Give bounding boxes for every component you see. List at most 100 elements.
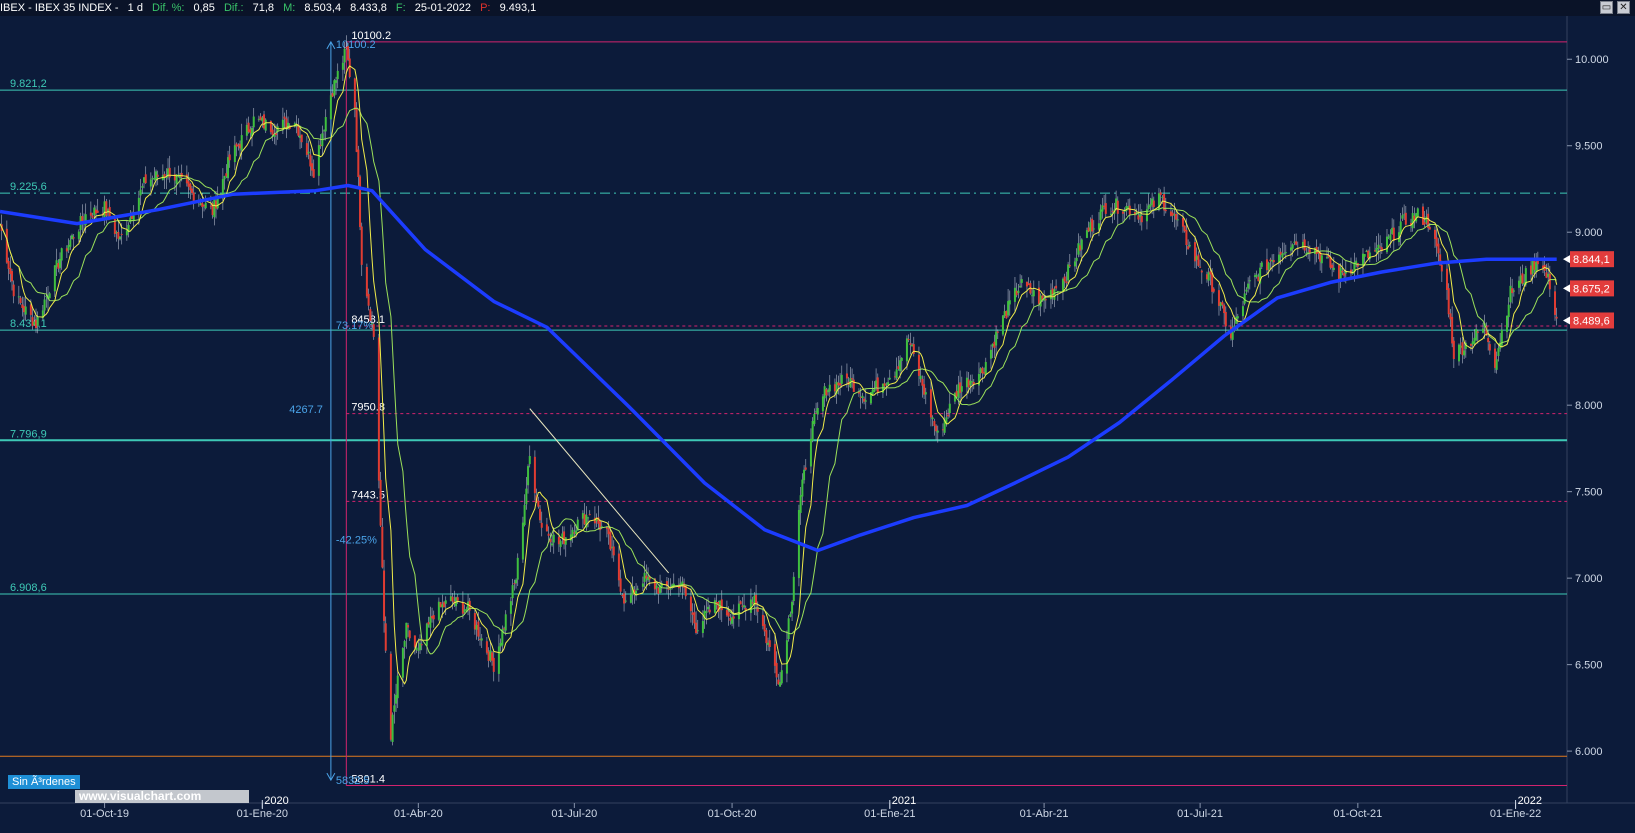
candle-body	[1085, 230, 1088, 238]
candle-body	[449, 596, 452, 602]
candle-body	[17, 296, 20, 298]
candle-body	[1517, 280, 1520, 288]
candle-body	[331, 93, 334, 97]
ma-8-line	[0, 65, 1558, 685]
candle-body	[365, 266, 368, 297]
candle-body	[341, 62, 344, 70]
candle-body	[419, 643, 422, 651]
candle-body	[1319, 251, 1322, 262]
candle-body	[311, 163, 314, 171]
candle-body	[527, 466, 530, 486]
candle-body	[189, 183, 192, 191]
candle-body	[1257, 276, 1260, 282]
candle-body	[384, 623, 387, 651]
candle-body	[717, 601, 720, 612]
candle-body	[1025, 281, 1028, 287]
candle-body	[1471, 341, 1474, 345]
m2-value: 8.433,8	[350, 2, 387, 14]
candle-body	[636, 588, 639, 590]
candle-body	[1389, 234, 1392, 240]
candle-body	[396, 675, 399, 699]
candle-body	[995, 331, 998, 346]
candle-body	[1495, 359, 1498, 370]
candle-body	[1536, 259, 1539, 265]
candle-body	[552, 534, 555, 543]
candle-body	[1425, 216, 1428, 223]
candle-body	[252, 116, 255, 128]
candle-body	[420, 644, 423, 646]
candle-body	[933, 420, 936, 427]
candle-body	[1439, 254, 1442, 266]
candle-body	[1008, 300, 1011, 305]
candle-body	[1133, 212, 1136, 216]
candle-body	[479, 638, 482, 640]
candle-body	[851, 378, 854, 380]
candle-body	[1147, 205, 1150, 209]
candle-body	[273, 134, 276, 137]
candle-body	[1344, 270, 1347, 274]
candle-body	[312, 169, 315, 178]
candle-body	[19, 297, 22, 304]
candle-body	[369, 309, 372, 322]
candle-body	[684, 585, 687, 597]
candle-body	[936, 430, 939, 433]
x-tick-label: 01-Ene-21	[864, 808, 915, 820]
candle-body	[203, 205, 206, 207]
candle-body	[804, 467, 807, 470]
candle-body	[1449, 313, 1452, 320]
no-orders-badge[interactable]: Sin Ã³rdenes	[8, 775, 80, 789]
candle-body	[1331, 264, 1334, 269]
candle-body	[775, 662, 778, 678]
candle-body	[1267, 262, 1270, 270]
candle-body	[1361, 253, 1364, 266]
candle-body	[425, 623, 428, 646]
price-chart[interactable]: 10.0009.5009.0008.5008.0007.5007.0006.50…	[0, 16, 1635, 833]
candle-body	[1151, 198, 1154, 205]
candle-body	[1212, 288, 1215, 292]
candle-body	[801, 479, 804, 497]
candle-body	[117, 232, 120, 239]
candle-body	[931, 417, 934, 420]
candle-body	[1457, 344, 1460, 362]
candle-body	[223, 176, 226, 180]
candle-body	[1271, 260, 1274, 262]
candle-body	[120, 233, 123, 235]
candle-body	[648, 576, 651, 580]
close-window-button[interactable]: ✕	[1617, 1, 1630, 14]
candle-body	[791, 601, 794, 614]
candle-body	[1397, 232, 1400, 243]
candle-body	[641, 583, 644, 587]
candle-body	[391, 714, 394, 742]
candle-body	[1497, 348, 1500, 357]
candle-body	[1145, 209, 1148, 222]
candle-body	[729, 617, 732, 621]
candle-body	[309, 154, 312, 167]
candle-body	[432, 615, 435, 620]
year-marker-label: 2021	[892, 795, 916, 807]
restore-window-button[interactable]: ▭	[1600, 1, 1613, 14]
price-tag-label: 8.489,6	[1573, 315, 1610, 327]
plot-background	[0, 16, 1635, 833]
candle-body	[283, 116, 286, 119]
candle-body	[792, 576, 795, 602]
candle-body	[491, 652, 494, 661]
candle-body	[528, 456, 531, 465]
candle-body	[269, 120, 272, 133]
candle-body	[439, 602, 442, 608]
candle-body	[251, 128, 254, 137]
candle-body	[1509, 285, 1512, 303]
candle-body	[929, 389, 932, 418]
candle-body	[1380, 247, 1383, 252]
candle-body	[1005, 310, 1008, 319]
candle-body	[213, 199, 216, 218]
candle-body	[307, 151, 310, 154]
candle-body	[809, 438, 812, 467]
candle-body	[695, 622, 698, 634]
candle-body	[371, 323, 374, 325]
candle-body	[1013, 287, 1016, 302]
candle-body	[1487, 338, 1490, 343]
candle-body	[443, 602, 446, 608]
candle-body	[1373, 250, 1376, 252]
candle-body	[504, 614, 507, 631]
candle-body	[767, 642, 770, 645]
